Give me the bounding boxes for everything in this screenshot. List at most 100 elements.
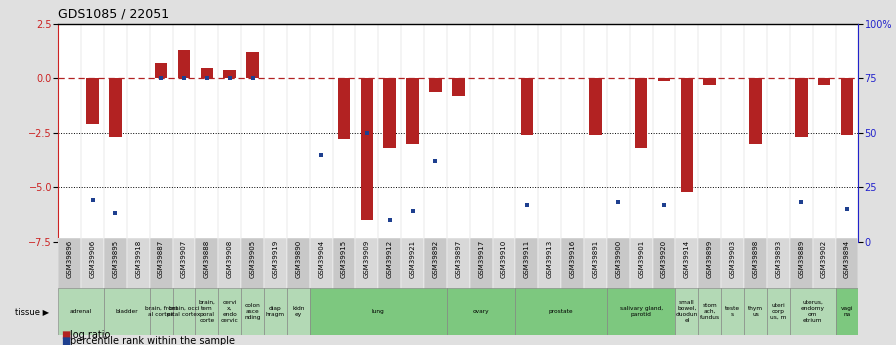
Bar <box>767 238 789 292</box>
Bar <box>264 238 287 292</box>
Bar <box>561 238 584 292</box>
Bar <box>840 78 853 135</box>
Bar <box>515 238 538 292</box>
Text: GSM39905: GSM39905 <box>250 240 255 278</box>
Text: adrenal: adrenal <box>70 309 92 314</box>
Text: GDS1085 / 22051: GDS1085 / 22051 <box>58 8 169 21</box>
Bar <box>452 78 465 96</box>
Text: prostate: prostate <box>549 309 573 314</box>
Bar <box>721 288 744 335</box>
Bar <box>310 288 447 335</box>
Bar <box>338 78 350 139</box>
Text: percentile rank within the sample: percentile rank within the sample <box>70 336 235 345</box>
Text: GSM39915: GSM39915 <box>341 240 347 278</box>
Bar <box>521 78 533 135</box>
Bar <box>607 238 630 292</box>
Text: diap
hragm: diap hragm <box>266 306 285 317</box>
Bar <box>676 288 698 335</box>
Bar <box>219 238 241 292</box>
Text: GSM39887: GSM39887 <box>158 240 164 278</box>
Bar <box>698 288 721 335</box>
Bar <box>58 288 104 335</box>
Text: GSM39909: GSM39909 <box>364 240 370 278</box>
Text: ovary: ovary <box>473 309 489 314</box>
Bar <box>360 78 373 220</box>
Bar <box>401 238 424 292</box>
Bar <box>703 78 716 85</box>
Bar <box>127 238 150 292</box>
Bar <box>82 238 104 292</box>
Text: GSM39890: GSM39890 <box>296 240 301 278</box>
Bar <box>635 78 648 148</box>
Bar <box>173 238 195 292</box>
Text: GSM39894: GSM39894 <box>844 240 850 278</box>
Text: GSM39911: GSM39911 <box>524 240 530 278</box>
Bar <box>86 78 99 124</box>
Text: GSM39912: GSM39912 <box>387 240 392 278</box>
Text: GSM39900: GSM39900 <box>616 240 621 278</box>
Text: bladder: bladder <box>116 309 138 314</box>
Text: GSM39919: GSM39919 <box>272 240 279 278</box>
Text: GSM39889: GSM39889 <box>798 240 805 278</box>
Bar <box>767 288 789 335</box>
Bar <box>195 288 219 335</box>
Text: GSM39902: GSM39902 <box>821 240 827 278</box>
Bar <box>515 288 607 335</box>
Bar <box>264 288 287 335</box>
Bar <box>813 238 835 292</box>
Text: brain,
tem
poral
corte: brain, tem poral corte <box>198 300 215 323</box>
Text: GSM39898: GSM39898 <box>753 240 759 278</box>
Bar <box>332 238 356 292</box>
Bar <box>155 63 168 78</box>
Bar <box>818 78 831 85</box>
Bar <box>789 238 813 292</box>
Text: thym
us: thym us <box>748 306 763 317</box>
Bar <box>150 288 173 335</box>
Bar <box>150 238 173 292</box>
Bar <box>470 238 493 292</box>
Bar <box>406 78 418 144</box>
Text: GSM39893: GSM39893 <box>775 240 781 278</box>
Bar <box>356 238 378 292</box>
Bar <box>698 238 721 292</box>
Text: GSM39910: GSM39910 <box>501 240 507 278</box>
Text: GSM39896: GSM39896 <box>66 240 73 278</box>
Bar <box>584 238 607 292</box>
Text: stom
ach,
fundus: stom ach, fundus <box>700 303 719 320</box>
Bar <box>744 288 767 335</box>
Text: ■: ■ <box>61 336 70 345</box>
Bar <box>630 238 652 292</box>
Bar <box>223 70 236 78</box>
Text: teste
s: teste s <box>725 306 740 317</box>
Bar <box>287 288 310 335</box>
Text: GSM39907: GSM39907 <box>181 240 187 278</box>
Text: GSM39901: GSM39901 <box>638 240 644 278</box>
Bar <box>58 238 82 292</box>
Text: cervi
x,
endo
cervic: cervi x, endo cervic <box>220 300 238 323</box>
Text: GSM39903: GSM39903 <box>729 240 736 278</box>
Bar <box>447 288 515 335</box>
Text: log ratio: log ratio <box>70 330 110 339</box>
Text: GSM39913: GSM39913 <box>547 240 553 278</box>
Bar <box>652 238 676 292</box>
Bar <box>104 238 127 292</box>
Bar <box>287 238 310 292</box>
Text: GSM39920: GSM39920 <box>661 240 667 278</box>
Bar <box>607 288 676 335</box>
Bar <box>721 238 744 292</box>
Bar <box>310 238 332 292</box>
Text: brain, occi
pital cortex: brain, occi pital cortex <box>168 306 201 317</box>
Text: brain, front
al cortex: brain, front al cortex <box>145 306 177 317</box>
Text: vagi
na: vagi na <box>840 306 853 317</box>
Text: small
bowel,
duodun
el: small bowel, duodun el <box>676 300 698 323</box>
Bar <box>789 288 835 335</box>
Bar <box>795 78 807 137</box>
Bar <box>658 78 670 81</box>
Text: kidn
ey: kidn ey <box>292 306 305 317</box>
Text: GSM39892: GSM39892 <box>433 240 438 278</box>
Text: GSM39914: GSM39914 <box>684 240 690 278</box>
Bar <box>173 288 195 335</box>
Text: salivary gland,
parotid: salivary gland, parotid <box>620 306 663 317</box>
Text: GSM39918: GSM39918 <box>135 240 142 278</box>
Bar <box>241 238 264 292</box>
